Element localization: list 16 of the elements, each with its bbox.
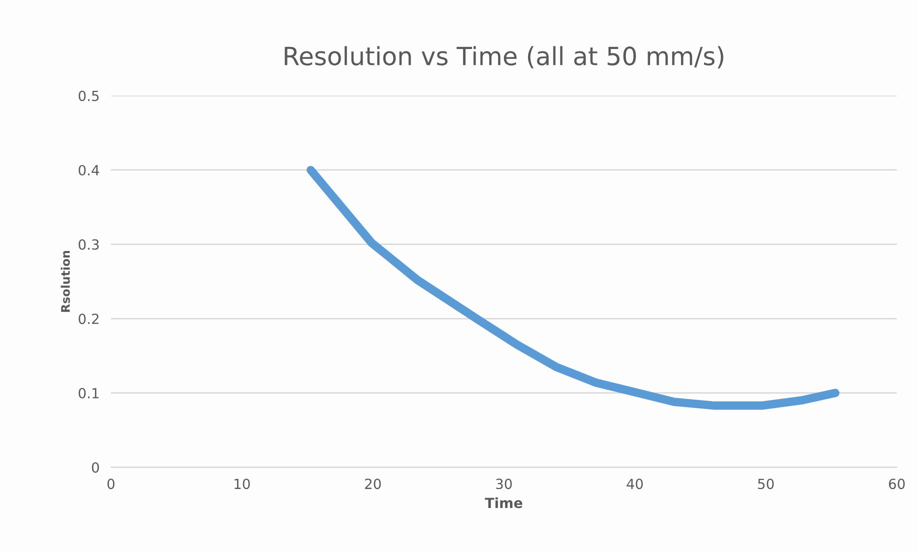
x-axis-title: Time — [484, 497, 522, 508]
y-tick-label: 0.2 — [78, 314, 98, 324]
y-tick-label: 0.5 — [78, 90, 99, 102]
x-tick-label: 50 — [758, 478, 774, 490]
x-tick-label: 60 — [888, 478, 905, 490]
y-tick-label: 0.4 — [78, 164, 100, 176]
chart-title: Resolution vs Time (all at 50 mm/s) — [284, 46, 724, 68]
y-tick-label: 0.1 — [78, 388, 99, 398]
x-tick-label: 30 — [496, 478, 512, 490]
y-tick-label: 0 — [92, 462, 99, 473]
x-tick-label: 40 — [626, 478, 643, 490]
x-tick-label: 0 — [107, 478, 114, 490]
y-axis-title: Rsolution — [60, 250, 70, 312]
y-tick-label: 0.3 — [78, 239, 99, 250]
x-tick-label: 10 — [234, 478, 250, 490]
x-tick-label: 20 — [365, 478, 381, 490]
